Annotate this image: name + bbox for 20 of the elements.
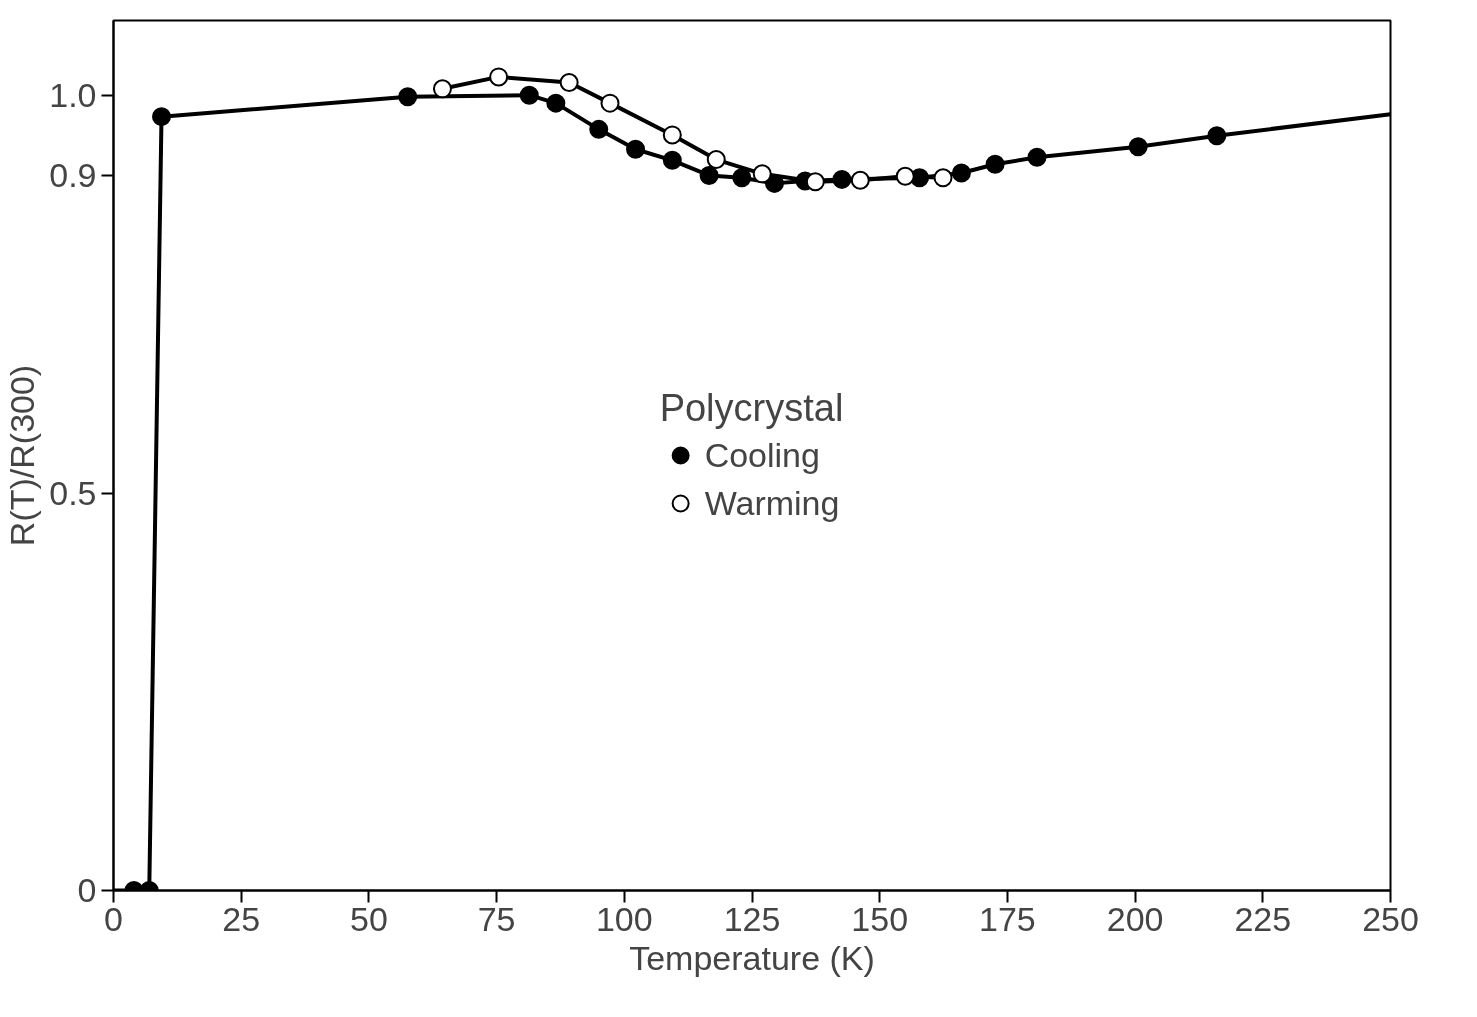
y-tick-label: 0.5: [49, 473, 97, 512]
x-tick-label: 75: [477, 899, 516, 938]
x-tick-label: 125: [723, 899, 781, 938]
x-axis-title: Temperature (K): [629, 938, 875, 977]
y-tick-label: 0: [77, 871, 97, 909]
x-tick-label: 100: [595, 899, 653, 938]
x-tick-label: 225: [1234, 899, 1292, 938]
x-tick-label: 25: [222, 899, 261, 938]
y-tick-label: 1.0: [49, 76, 97, 115]
x-tick-label: 150: [851, 899, 909, 938]
legend-label: Cooling: [704, 435, 820, 475]
legend-title: Polycrystal: [659, 387, 844, 430]
x-tick-label: 0: [104, 899, 123, 938]
x-tick-label: 175: [979, 899, 1036, 938]
x-tick-label: 250: [1362, 899, 1419, 938]
y-axis-title: R(T)/R(300): [3, 364, 42, 547]
y-tick-label: 0.9: [49, 155, 97, 194]
x-tick-label: 50: [349, 899, 388, 938]
legend-label: Warming: [704, 483, 840, 523]
x-tick-label: 200: [1106, 899, 1164, 938]
